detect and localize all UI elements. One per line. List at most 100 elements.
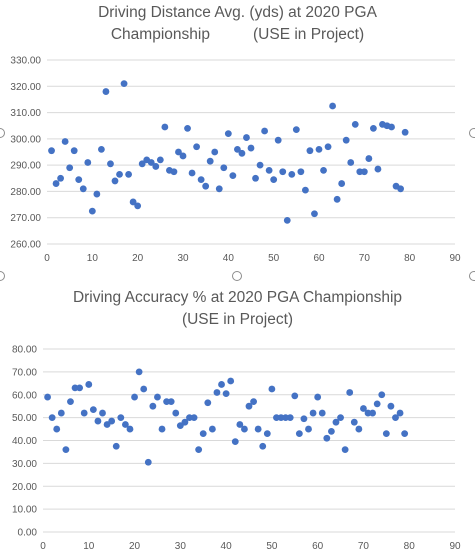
distance-data-point xyxy=(193,143,201,151)
distance-data-point xyxy=(311,210,318,218)
accuracy-data-point xyxy=(350,418,358,426)
distance-data-point xyxy=(229,172,237,180)
distance-data-point xyxy=(256,161,264,169)
accuracy-data-point xyxy=(122,421,129,428)
distance-data-point xyxy=(93,190,101,198)
distance-data-point xyxy=(202,182,210,190)
accuracy-data-point xyxy=(382,430,390,438)
accuracy-x-tick-label: 50 xyxy=(266,541,278,552)
accuracy-data-point xyxy=(167,398,175,406)
chart-resize-handle[interactable] xyxy=(469,128,475,138)
distance-data-point xyxy=(70,147,78,155)
accuracy-data-point xyxy=(144,458,152,466)
distance-data-point xyxy=(147,159,155,166)
accuracy-x-tick-label: 20 xyxy=(129,541,141,552)
accuracy-x-tick-label: 40 xyxy=(221,541,233,552)
distance-data-point xyxy=(61,138,69,145)
accuracy-data-point xyxy=(48,414,56,422)
distance-x-tick-label: 10 xyxy=(87,253,99,264)
chart-resize-handle[interactable] xyxy=(0,128,5,138)
accuracy-data-point xyxy=(291,392,299,400)
accuracy-data-point xyxy=(44,393,51,401)
accuracy-data-point xyxy=(158,425,166,433)
accuracy-data-point xyxy=(131,393,138,401)
accuracy-data-point xyxy=(172,409,180,417)
chart-resize-handle[interactable] xyxy=(232,271,242,281)
distance-y-tick-label: 320.00 xyxy=(10,82,41,93)
accuracy-x-tick-label: 30 xyxy=(175,541,187,552)
accuracy-x-tick-label: 0 xyxy=(40,541,46,552)
distance-data-point xyxy=(401,128,409,136)
accuracy-data-point xyxy=(94,417,102,425)
accuracy-data-point xyxy=(337,414,344,422)
distance-data-point xyxy=(324,143,332,151)
distance-data-point xyxy=(156,156,164,164)
accuracy-x-tick-label: 90 xyxy=(449,541,461,552)
distance-x-tick-label: 70 xyxy=(359,253,371,264)
chart-resize-handle[interactable] xyxy=(469,271,475,281)
distance-data-point xyxy=(261,127,268,135)
accuracy-data-point xyxy=(57,409,65,417)
accuracy-data-point xyxy=(53,425,61,433)
distance-data-point xyxy=(107,160,114,168)
accuracy-data-point xyxy=(378,391,386,399)
accuracy-data-point xyxy=(309,409,317,417)
accuracy-x-tick-label: 10 xyxy=(83,541,95,552)
distance-data-point xyxy=(129,198,137,206)
accuracy-y-tick-label: 60.00 xyxy=(12,390,37,401)
distance-data-point xyxy=(234,145,241,153)
accuracy-data-point xyxy=(250,398,257,406)
distance-x-tick-label: 0 xyxy=(44,253,50,264)
distance-data-point xyxy=(252,174,259,182)
distance-data-point xyxy=(215,185,223,193)
accuracy-data-point xyxy=(213,389,221,396)
distance-x-tick-label: 40 xyxy=(223,253,235,264)
distance-title-line-1: Driving Distance Avg. (yds) at 2020 PGA xyxy=(98,4,377,21)
accuracy-data-point xyxy=(108,417,116,425)
distance-x-tick-label: 80 xyxy=(404,253,416,264)
distance-chart-title: Driving Distance Avg. (yds) at 2020 PGA … xyxy=(0,2,475,46)
distance-data-point xyxy=(75,176,83,184)
accuracy-data-point xyxy=(300,415,308,423)
distance-data-point xyxy=(224,130,232,138)
accuracy-data-point xyxy=(392,414,399,422)
distance-data-point xyxy=(333,195,341,203)
distance-data-point xyxy=(211,148,219,156)
accuracy-data-point xyxy=(99,409,106,417)
accuracy-data-point xyxy=(117,414,125,422)
accuracy-data-point xyxy=(305,425,312,433)
distance-data-point xyxy=(120,80,128,88)
distance-data-point xyxy=(238,149,246,157)
accuracy-data-point xyxy=(373,400,381,408)
accuracy-data-point xyxy=(76,384,84,392)
distance-data-point xyxy=(297,168,305,176)
accuracy-y-tick-label: 40.00 xyxy=(12,436,37,447)
distance-data-point xyxy=(292,126,300,134)
chart-resize-handle[interactable] xyxy=(0,271,5,281)
accuracy-y-tick-label: 70.00 xyxy=(12,367,37,378)
accuracy-data-point xyxy=(245,402,253,410)
distance-data-point xyxy=(320,167,327,174)
distance-y-tick-label: 280.00 xyxy=(10,187,41,198)
accuracy-data-point xyxy=(355,425,363,433)
distance-data-point xyxy=(138,160,146,168)
distance-data-point xyxy=(206,157,214,165)
accuracy-data-point xyxy=(236,421,244,428)
accuracy-data-point xyxy=(85,381,93,388)
distance-data-point xyxy=(111,177,119,185)
accuracy-data-point xyxy=(401,430,409,438)
distance-data-point xyxy=(125,170,132,178)
accuracy-y-tick-label: 30.00 xyxy=(12,459,37,470)
distance-y-tick-label: 290.00 xyxy=(10,161,41,172)
accuracy-x-tick-label: 80 xyxy=(404,541,416,552)
accuracy-data-point xyxy=(268,385,276,393)
distance-data-point xyxy=(170,168,178,176)
distance-data-point xyxy=(265,167,273,174)
accuracy-data-point xyxy=(222,390,230,398)
accuracy-y-tick-label: 10.00 xyxy=(12,505,37,516)
accuracy-data-point xyxy=(195,446,203,454)
accuracy-data-point xyxy=(254,425,262,433)
accuracy-data-point xyxy=(140,385,148,393)
distance-data-point xyxy=(184,124,191,132)
